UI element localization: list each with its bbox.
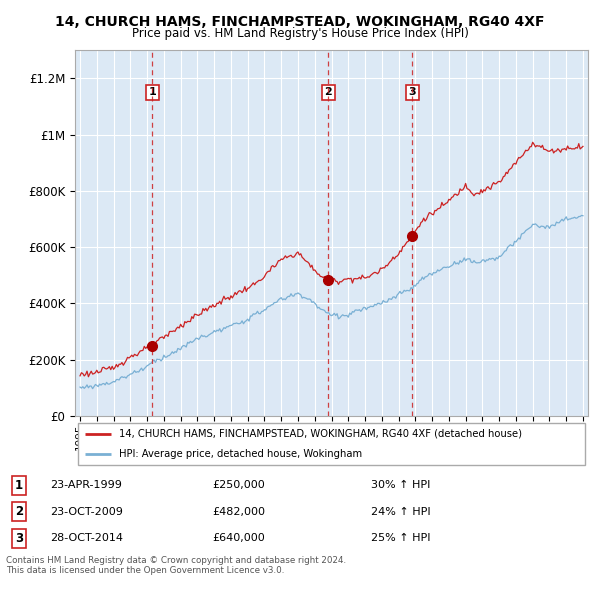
Text: 14, CHURCH HAMS, FINCHAMPSTEAD, WOKINGHAM, RG40 4XF (detached house): 14, CHURCH HAMS, FINCHAMPSTEAD, WOKINGHA… xyxy=(119,429,521,439)
Text: 3: 3 xyxy=(15,532,23,545)
Text: £640,000: £640,000 xyxy=(212,533,265,543)
Text: £250,000: £250,000 xyxy=(212,480,265,490)
Text: £482,000: £482,000 xyxy=(212,507,265,517)
Text: 3: 3 xyxy=(409,87,416,97)
Text: 14, CHURCH HAMS, FINCHAMPSTEAD, WOKINGHAM, RG40 4XF: 14, CHURCH HAMS, FINCHAMPSTEAD, WOKINGHA… xyxy=(55,15,545,29)
Text: Price paid vs. HM Land Registry's House Price Index (HPI): Price paid vs. HM Land Registry's House … xyxy=(131,27,469,40)
Text: 25% ↑ HPI: 25% ↑ HPI xyxy=(371,533,430,543)
Text: 2: 2 xyxy=(15,505,23,519)
Text: 23-OCT-2009: 23-OCT-2009 xyxy=(50,507,123,517)
Text: 24% ↑ HPI: 24% ↑ HPI xyxy=(371,507,430,517)
FancyBboxPatch shape xyxy=(77,422,586,465)
Text: 28-OCT-2014: 28-OCT-2014 xyxy=(50,533,123,543)
Text: 1: 1 xyxy=(15,478,23,492)
Text: 1: 1 xyxy=(148,87,156,97)
Text: HPI: Average price, detached house, Wokingham: HPI: Average price, detached house, Woki… xyxy=(119,449,362,459)
Text: 23-APR-1999: 23-APR-1999 xyxy=(50,480,122,490)
Text: 30% ↑ HPI: 30% ↑ HPI xyxy=(371,480,430,490)
Text: Contains HM Land Registry data © Crown copyright and database right 2024.
This d: Contains HM Land Registry data © Crown c… xyxy=(6,556,346,575)
Text: 2: 2 xyxy=(325,87,332,97)
